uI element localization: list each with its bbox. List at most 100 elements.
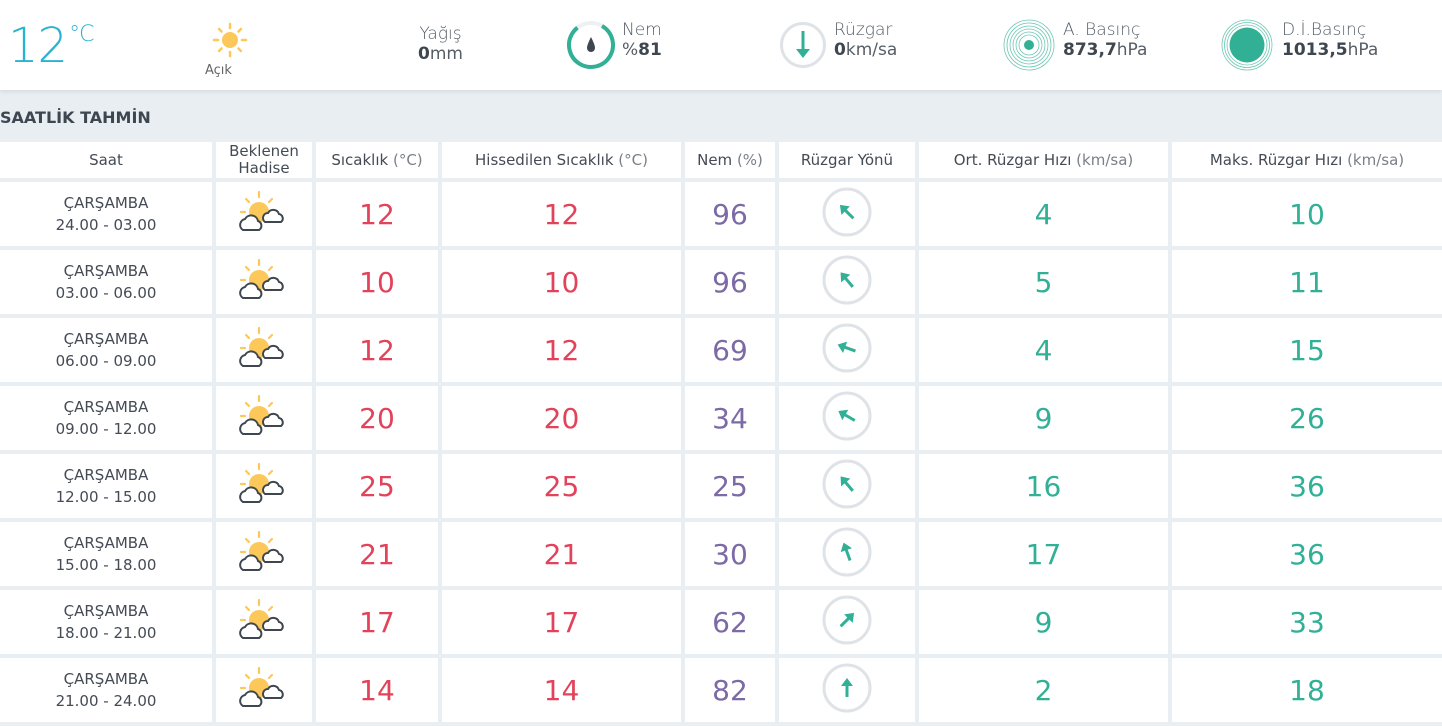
time-range: 18.00 - 21.00 [55, 624, 157, 642]
cell-avg-wind: 17 [919, 522, 1168, 586]
cell-feels-like: 20 [442, 386, 681, 450]
table-row: ÇARŞAMBA 09.00 - 12.00 20 20 34 9 26 [0, 386, 1442, 450]
cell-hadise [216, 250, 312, 314]
wind-direction-arrow-icon [822, 391, 872, 441]
cell-saat: ÇARŞAMBA 21.00 - 24.00 [0, 658, 212, 722]
table-row: ÇARŞAMBA 12.00 - 15.00 25 25 25 16 36 [0, 454, 1442, 518]
cell-hadise [216, 318, 312, 382]
cell-hadise [216, 658, 312, 722]
time-range: 06.00 - 09.00 [55, 352, 157, 370]
actual-pressure-label: A. Basınç [1063, 20, 1141, 40]
partly-cloudy-icon [239, 190, 284, 231]
humidity-label: Nem [622, 20, 662, 40]
cell-max-wind: 36 [1172, 454, 1442, 518]
sea-level-pressure-label: D.İ.Basınç [1282, 20, 1367, 40]
cell-max-wind: 10 [1172, 182, 1442, 246]
cell-feels-like: 17 [442, 590, 681, 654]
cell-max-wind: 18 [1172, 658, 1442, 722]
cell-saat: ÇARŞAMBA 09.00 - 12.00 [0, 386, 212, 450]
table-header-row: Saat Beklenen Hadise Sıcaklık (°C) Hissed… [0, 142, 1442, 178]
cell-wind-direction [779, 182, 915, 246]
cell-hadise [216, 182, 312, 246]
cell-temperature: 12 [316, 318, 438, 382]
cell-avg-wind: 4 [919, 182, 1168, 246]
wind-direction-arrow-icon [822, 459, 872, 509]
cell-avg-wind: 5 [919, 250, 1168, 314]
cell-humidity: 62 [685, 590, 775, 654]
wind-direction-arrow-icon [822, 255, 872, 305]
cell-humidity: 96 [685, 182, 775, 246]
humidity-gauge-icon [567, 20, 615, 69]
cell-temperature: 20 [316, 386, 438, 450]
cell-wind-direction [779, 386, 915, 450]
partly-cloudy-icon [239, 462, 284, 503]
cell-feels-like: 21 [442, 522, 681, 586]
wind-direction-icon [780, 22, 826, 68]
cell-hadise [216, 454, 312, 518]
wind-direction-arrow-icon [822, 527, 872, 577]
cell-feels-like: 25 [442, 454, 681, 518]
col-hissedilen: Hissedilen Sıcaklık (°C) [442, 142, 681, 178]
table-row: ÇARŞAMBA 18.00 - 21.00 17 17 62 9 33 [0, 590, 1442, 654]
cell-humidity: 82 [685, 658, 775, 722]
col-saat: Saat [0, 142, 212, 178]
cell-avg-wind: 16 [919, 454, 1168, 518]
partly-cloudy-icon [239, 326, 284, 367]
time-range: 21.00 - 24.00 [55, 692, 157, 710]
col-nem: Nem (%) [685, 142, 775, 178]
current-temperature: 12°C [8, 18, 94, 74]
cell-avg-wind: 2 [919, 658, 1168, 722]
actual-pressure-icon [1003, 19, 1055, 71]
cell-temperature: 12 [316, 182, 438, 246]
col-ruzgar-yonu: Rüzgar Yönü [779, 142, 915, 178]
cell-humidity: 96 [685, 250, 775, 314]
day-label: ÇARŞAMBA [63, 670, 149, 688]
cell-humidity: 69 [685, 318, 775, 382]
cell-temperature: 17 [316, 590, 438, 654]
day-label: ÇARŞAMBA [63, 534, 149, 552]
cell-max-wind: 15 [1172, 318, 1442, 382]
wind-direction-arrow-icon [822, 663, 872, 713]
precip-value: 0mm [418, 44, 463, 64]
table-row: ÇARŞAMBA 03.00 - 06.00 10 10 96 5 11 [0, 250, 1442, 314]
time-range: 24.00 - 03.00 [55, 216, 157, 234]
wind-direction-arrow-icon [822, 595, 872, 645]
cell-max-wind: 33 [1172, 590, 1442, 654]
sea-level-pressure-value: 1013,5hPa [1282, 40, 1379, 60]
day-label: ÇARŞAMBA [63, 330, 149, 348]
precip-label: Yağış [419, 24, 462, 44]
cell-temperature: 14 [316, 658, 438, 722]
hourly-forecast-table: Saat Beklenen Hadise Sıcaklık (°C) Hissed… [0, 138, 1442, 726]
cell-hadise [216, 386, 312, 450]
cell-hadise [216, 522, 312, 586]
table-row: ÇARŞAMBA 21.00 - 24.00 14 14 82 2 18 [0, 658, 1442, 722]
table-row: ÇARŞAMBA 06.00 - 09.00 12 12 69 4 15 [0, 318, 1442, 382]
partly-cloudy-icon [239, 530, 284, 571]
cell-max-wind: 26 [1172, 386, 1442, 450]
wind-label: Rüzgar [834, 20, 893, 40]
cell-saat: ÇARŞAMBA 24.00 - 03.00 [0, 182, 212, 246]
day-label: ÇARŞAMBA [63, 466, 149, 484]
cell-humidity: 30 [685, 522, 775, 586]
day-label: ÇARŞAMBA [63, 194, 149, 212]
cell-saat: ÇARŞAMBA 18.00 - 21.00 [0, 590, 212, 654]
day-label: ÇARŞAMBA [63, 398, 149, 416]
cell-humidity: 25 [685, 454, 775, 518]
wind-direction-arrow-icon [822, 187, 872, 237]
sea-level-pressure-icon [1221, 19, 1273, 71]
table-row: ÇARŞAMBA 24.00 - 03.00 12 12 96 4 10 [0, 182, 1442, 246]
table-row: ÇARŞAMBA 15.00 - 18.00 21 21 30 17 36 [0, 522, 1442, 586]
actual-pressure-value: 873,7hPa [1063, 40, 1148, 60]
col-ort-ruzgar: Ort. Rüzgar Hızı (km/sa) [919, 142, 1168, 178]
cell-hadise [216, 590, 312, 654]
col-maks-ruzgar: Maks. Rüzgar Hızı (km/sa) [1172, 142, 1442, 178]
cell-avg-wind: 9 [919, 590, 1168, 654]
cell-wind-direction [779, 250, 915, 314]
cell-max-wind: 36 [1172, 522, 1442, 586]
cell-feels-like: 14 [442, 658, 681, 722]
partly-cloudy-icon [239, 598, 284, 639]
col-sicaklik: Sıcaklık (°C) [316, 142, 438, 178]
cell-avg-wind: 4 [919, 318, 1168, 382]
cell-temperature: 10 [316, 250, 438, 314]
day-label: ÇARŞAMBA [63, 262, 149, 280]
